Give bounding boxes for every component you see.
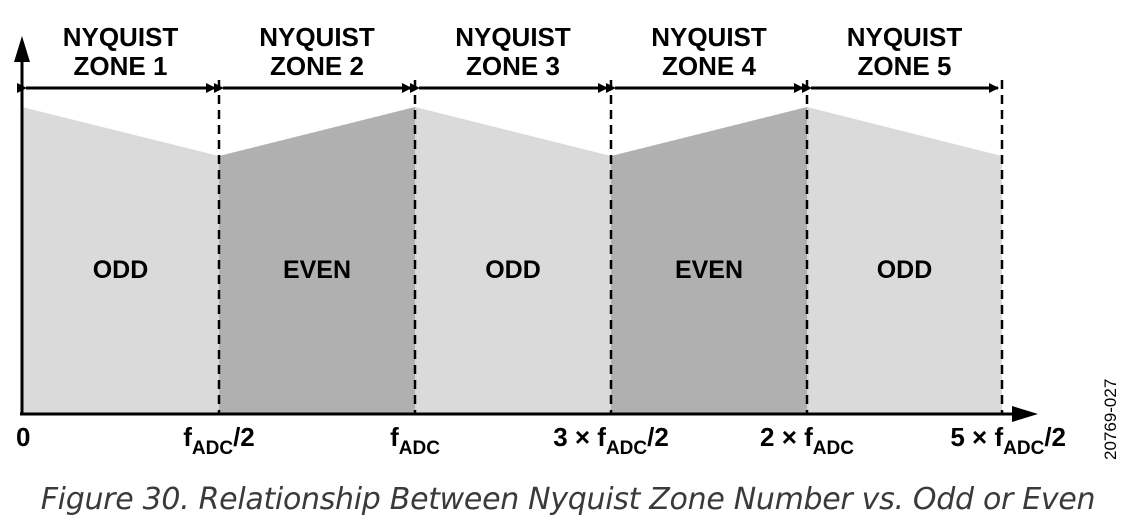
tick-main: f	[804, 422, 813, 452]
tick-prefix: 5 ×	[950, 422, 994, 452]
zone-2-title: NYQUIST ZONE 2	[259, 22, 375, 81]
tick-main: f	[183, 422, 192, 452]
figure-id: 20769-027	[1101, 379, 1120, 460]
zone-5-fill	[807, 107, 1002, 414]
tick-suffix: /2	[1044, 422, 1066, 452]
tick-subscript: ADC	[1003, 438, 1044, 459]
tick-prefix: 0	[16, 422, 30, 452]
tick-subscript: ADC	[606, 438, 647, 459]
zone-5-parity-label: ODD	[877, 256, 933, 284]
axis-tick-label-3: 3 × fADC/2	[553, 422, 669, 459]
x-axis-arrow	[1012, 406, 1038, 422]
zone-title-line2: ZONE 1	[74, 51, 168, 81]
axis-tick-label-1: fADC/2	[183, 422, 255, 459]
zone-title-line1: NYQUIST	[847, 22, 963, 52]
tick-suffix: /2	[233, 422, 255, 452]
zone-2-fill	[219, 107, 415, 414]
tick-main: f	[994, 422, 1003, 452]
axis-tick-label-0: 0	[16, 422, 30, 452]
zone-3-fill	[415, 107, 611, 414]
tick-subscript: ADC	[399, 438, 440, 459]
tick-subscript: ADC	[813, 438, 854, 459]
zone-3-parity-label: ODD	[485, 256, 541, 284]
axis-tick-label-2: fADC	[390, 422, 440, 459]
zone-4-parity-label: EVEN	[675, 256, 743, 284]
tick-prefix: 2 ×	[760, 422, 804, 452]
zone-4-fill	[611, 107, 807, 414]
figure-caption: Figure 30. Relationship Between Nyquist …	[40, 482, 1096, 517]
zone-title-line1: NYQUIST	[63, 22, 179, 52]
y-axis-arrow	[14, 36, 30, 62]
zone-title-line1: NYQUIST	[651, 22, 767, 52]
zone-1-parity-label: ODD	[93, 256, 149, 284]
axis-tick-label-5: 5 × fADC/2	[950, 422, 1066, 459]
zone-title-line2: ZONE 2	[270, 51, 364, 81]
zone-title-line1: NYQUIST	[455, 22, 571, 52]
zone-title-line2: ZONE 3	[466, 51, 560, 81]
zone-1-fill	[22, 107, 219, 414]
tick-subscript: ADC	[192, 438, 233, 459]
tick-main: f	[597, 422, 606, 452]
zone-title-line2: ZONE 5	[858, 51, 952, 81]
zone-1-title: NYQUIST ZONE 1	[63, 22, 179, 81]
zone-5-title: NYQUIST ZONE 5	[847, 22, 963, 81]
axis-tick-label-4: 2 × fADC	[760, 422, 854, 459]
zone-title-line2: ZONE 4	[662, 51, 756, 81]
tick-main: f	[390, 422, 399, 452]
zone-4-title: NYQUIST ZONE 4	[651, 22, 767, 81]
zone-3-title: NYQUIST ZONE 3	[455, 22, 571, 81]
tick-suffix: /2	[647, 422, 669, 452]
tick-prefix: 3 ×	[553, 422, 597, 452]
zone-2-parity-label: EVEN	[283, 256, 351, 284]
zone-title-line1: NYQUIST	[259, 22, 375, 52]
